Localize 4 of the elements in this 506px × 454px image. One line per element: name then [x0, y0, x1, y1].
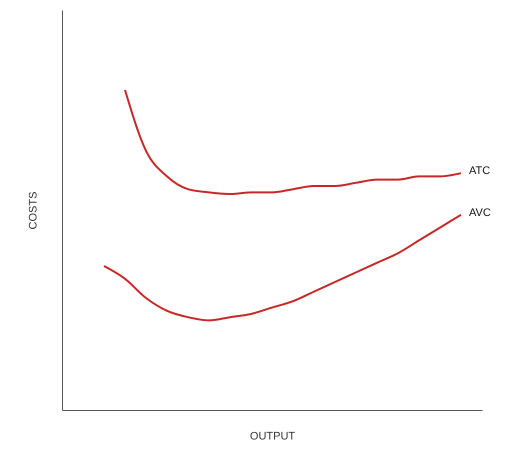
y-axis-title: COSTS	[28, 192, 40, 230]
series-label: ATC	[469, 165, 490, 178]
series-label: AVC	[469, 206, 491, 219]
x-axis-title: OUTPUT	[250, 430, 296, 442]
